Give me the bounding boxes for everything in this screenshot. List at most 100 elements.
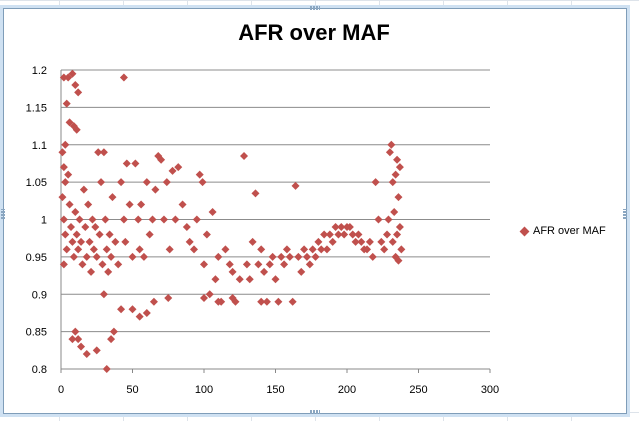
data-point — [211, 275, 220, 284]
data-point — [135, 245, 144, 254]
data-point — [185, 237, 194, 246]
data-point — [340, 230, 349, 239]
data-point — [257, 297, 266, 306]
resize-handle-left[interactable] — [1, 209, 5, 219]
data-point — [260, 267, 269, 276]
x-tick-label: 250 — [409, 384, 427, 396]
data-point — [371, 178, 380, 187]
data-point — [61, 140, 70, 149]
chart-frame[interactable] — [1, 6, 627, 414]
data-point — [61, 178, 70, 187]
data-point — [202, 230, 211, 239]
data-point — [134, 215, 143, 224]
data-point — [59, 163, 68, 172]
data-point — [288, 297, 297, 306]
data-point — [101, 215, 110, 224]
data-point — [374, 215, 383, 224]
data-point — [79, 185, 88, 194]
y-tick-label: 0.85 — [26, 327, 47, 339]
data-point — [245, 275, 254, 284]
data-point — [107, 335, 116, 344]
x-tick-label: 0 — [58, 384, 64, 396]
data-point — [280, 260, 289, 269]
data-point — [78, 260, 87, 269]
data-point — [148, 215, 157, 224]
data-point — [157, 155, 166, 164]
data-point — [128, 305, 137, 314]
data-point — [64, 73, 73, 82]
resize-handle-top[interactable] — [310, 6, 320, 10]
data-point — [394, 256, 403, 265]
data-point — [337, 222, 346, 231]
data-point — [131, 159, 140, 168]
data-point — [291, 181, 300, 190]
data-point — [102, 365, 111, 373]
legend-marker-diamond — [519, 226, 530, 236]
data-point — [74, 335, 83, 344]
data-point — [111, 237, 120, 246]
data-point — [397, 245, 406, 254]
data-point — [363, 245, 372, 254]
data-point — [74, 88, 83, 97]
y-tick-label: 0.9 — [32, 289, 47, 301]
data-point — [92, 346, 101, 355]
x-tick-label: 100 — [195, 384, 213, 396]
data-point — [74, 245, 83, 254]
data-point — [108, 193, 117, 202]
data-point — [117, 305, 126, 314]
data-point — [334, 230, 343, 239]
chart-title: AFR over MAF — [238, 20, 390, 45]
data-point — [125, 200, 134, 209]
data-point — [271, 275, 280, 284]
data-point — [357, 237, 366, 246]
data-point — [164, 293, 173, 302]
data-point — [71, 327, 80, 336]
data-point — [388, 178, 397, 187]
resize-handle-bottom[interactable] — [310, 410, 320, 414]
data-point — [165, 245, 174, 254]
data-point — [198, 178, 207, 187]
data-point — [81, 222, 90, 231]
y-tick-label: 1.2 — [32, 65, 47, 77]
data-point — [302, 252, 311, 261]
data-point — [68, 237, 77, 246]
data-point — [162, 178, 171, 187]
data-point — [385, 148, 394, 157]
data-point — [345, 222, 354, 231]
data-point — [308, 245, 317, 254]
data-point — [159, 215, 168, 224]
data-point — [62, 99, 71, 108]
data-point — [142, 308, 151, 317]
data-point — [88, 215, 97, 224]
data-point — [71, 208, 80, 217]
data-point — [178, 200, 187, 209]
data-point — [89, 245, 98, 254]
data-point — [395, 163, 404, 172]
data-point — [119, 215, 128, 224]
resize-handle-right[interactable] — [623, 209, 627, 219]
data-point — [225, 260, 234, 269]
data-point — [69, 252, 78, 261]
data-point — [377, 237, 386, 246]
data-point — [351, 237, 360, 246]
data-point — [294, 252, 303, 261]
data-point — [82, 252, 91, 261]
data-point — [102, 245, 111, 254]
data-point — [394, 193, 403, 202]
data-point — [58, 193, 67, 202]
data-point — [322, 245, 331, 254]
data-point — [59, 260, 68, 269]
data-point — [383, 230, 392, 239]
data-point — [305, 260, 314, 269]
data-point — [208, 208, 217, 217]
data-point — [257, 245, 266, 254]
data-point — [277, 252, 286, 261]
data-point — [221, 245, 230, 254]
data-point — [77, 342, 86, 351]
data-point — [71, 80, 80, 89]
data-point — [58, 148, 67, 157]
data-point — [368, 252, 377, 261]
data-point — [117, 178, 126, 187]
data-point — [68, 69, 77, 78]
